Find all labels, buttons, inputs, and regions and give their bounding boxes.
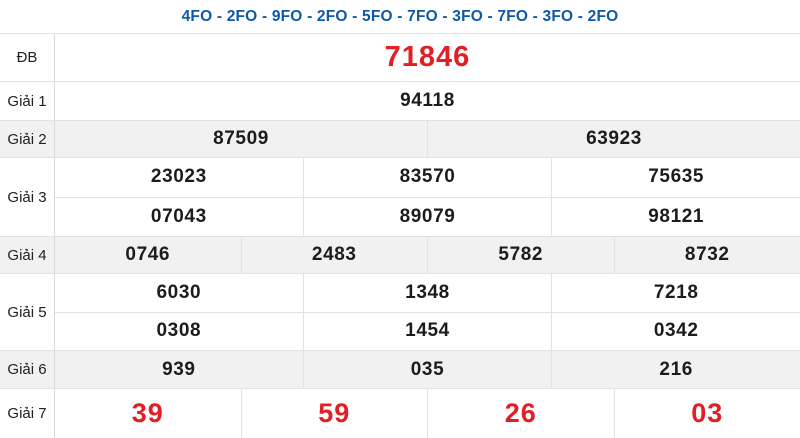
prize-value: 6030 [156, 281, 202, 303]
prize-line: 94118 [55, 82, 800, 120]
prize-row: Giải 2 87509 63923 [0, 120, 800, 157]
prize-values: 23023 83570 75635 07043 89079 98121 [55, 158, 800, 236]
prize-values: 0746 2483 5782 8732 [55, 237, 800, 273]
prize-line: 87509 63923 [55, 121, 800, 157]
prize-value: 939 [162, 358, 196, 380]
prize-value: 7218 [551, 274, 800, 312]
prize-value: 98121 [551, 197, 800, 236]
prize-values: 39 59 26 03 [55, 389, 800, 438]
prize-label: Giải 5 [0, 274, 55, 350]
prize-value: 216 [551, 351, 800, 388]
prize-value: 2483 [240, 237, 428, 273]
prize-value: 0342 [551, 312, 800, 350]
prize-value: 94118 [400, 90, 455, 111]
prize-line: 0746 2483 5782 8732 [55, 237, 800, 273]
prize-value: 39 [131, 398, 164, 428]
fo-pattern-heading: 4FO - 2FO - 9FO - 2FO - 5FO - 7FO - 3FO … [181, 7, 619, 25]
prize-values: 939 035 216 [55, 351, 800, 388]
prize-row: Giải 6 939 035 216 [0, 350, 800, 388]
prize-value: 89079 [302, 197, 552, 236]
prize-value: 1454 [302, 312, 552, 350]
prize-label: Giải 7 [0, 389, 55, 438]
prize-row: Giải 1 94118 [0, 81, 800, 120]
prize-values: 6030 1348 7218 0308 1454 0342 [55, 274, 800, 350]
prize-label: ĐB [0, 34, 55, 81]
prize-values: 87509 63923 [55, 121, 800, 157]
prize-line: 71846 [55, 34, 800, 81]
prize-label: Giải 2 [0, 121, 55, 157]
prize-values: 71846 [55, 34, 800, 81]
prize-label: Giải 1 [0, 82, 55, 120]
prize-row: Giải 4 0746 2483 5782 8732 [0, 236, 800, 273]
prize-label: Giải 6 [0, 351, 55, 388]
prize-value: 0746 [125, 244, 171, 265]
prize-label: Giải 3 [0, 158, 55, 236]
prize-line: 23023 83570 75635 [55, 158, 800, 197]
prize-value: 63923 [427, 121, 800, 157]
prize-value: 035 [302, 351, 552, 388]
prize-value: 83570 [302, 158, 552, 197]
prize-value: 0308 [156, 320, 202, 342]
prize-value: 03 [613, 389, 800, 438]
prize-value: 8732 [613, 237, 800, 273]
results-table: ĐB 71846 Giải 1 94118 Giải 2 87509 63923 Giải 3… [0, 34, 800, 438]
header-bar: 4FO - 2FO - 9FO - 2FO - 5FO - 7FO - 3FO … [0, 0, 800, 34]
prize-value: 07043 [150, 205, 207, 227]
prize-value: 75635 [551, 158, 800, 197]
prize-row: Giải 7 39 59 26 03 [0, 388, 800, 438]
prize-row: Giải 5 6030 1348 7218 0308 1454 0342 [0, 273, 800, 350]
prize-label: Giải 4 [0, 237, 55, 273]
prize-line: 6030 1348 7218 [55, 274, 800, 312]
prize-values: 94118 [55, 82, 800, 120]
prize-line: 39 59 26 03 [55, 389, 800, 438]
prize-value: 26 [427, 389, 614, 438]
prize-value: 23023 [150, 166, 207, 188]
prize-line: 0308 1454 0342 [55, 311, 800, 350]
prize-value: 71846 [384, 41, 471, 73]
prize-value: 59 [240, 389, 428, 438]
prize-value: 87509 [213, 128, 269, 149]
prize-value: 1348 [302, 274, 552, 312]
prize-line: 939 035 216 [55, 351, 800, 388]
prize-line: 07043 89079 98121 [55, 196, 800, 236]
prize-row: Giải 3 23023 83570 75635 07043 89079 98121 [0, 157, 800, 236]
prize-value: 5782 [427, 237, 614, 273]
prize-row: ĐB 71846 [0, 34, 800, 81]
